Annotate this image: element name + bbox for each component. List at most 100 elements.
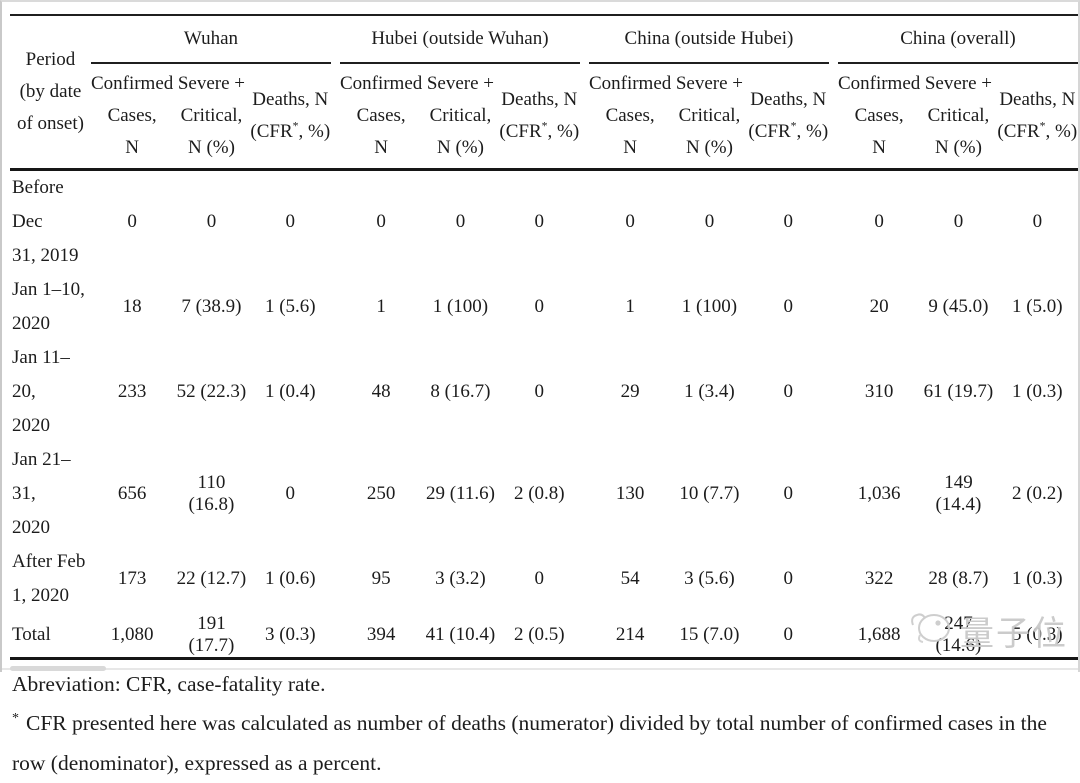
- value-cell: 0: [704, 210, 715, 232]
- header-line: Cases,: [356, 104, 406, 126]
- value-cell: 1 (3.4): [684, 380, 735, 402]
- column-header-confirmed-cases: Confirmed Cases, N: [90, 63, 174, 171]
- column-gap: [331, 169, 340, 273]
- value-cell: 0: [534, 295, 545, 317]
- group-header-row: Period (by date of onset) Wuhan Hubei (out…: [10, 15, 1078, 171]
- column-header-deaths-cfr: Deaths, N (CFR*, %): [747, 63, 829, 171]
- group-header-4: China (overall): [837, 15, 1078, 64]
- period-cell: After Feb 1, 2020: [12, 550, 86, 606]
- group-header-2: Hubei (outside Wuhan): [339, 15, 580, 64]
- header-line: Confirmed: [837, 72, 921, 94]
- value-cell: 1,688: [837, 612, 921, 660]
- value-cell: 1,080: [90, 612, 174, 660]
- value-cell: 20: [869, 295, 889, 317]
- header-line: Deaths, N: [501, 88, 578, 110]
- value-cell: 48: [371, 380, 391, 402]
- value-cell: 1 (0.3): [1011, 567, 1063, 589]
- value-cell: 54: [620, 567, 640, 589]
- header-line: N: [623, 136, 637, 158]
- value-cell: 5 (0.3): [996, 612, 1078, 660]
- column-gap: [331, 273, 340, 341]
- column-gap: [331, 545, 340, 613]
- subcolumn-header-row: Confirmed Cases, N Severe + Critical, N (%) De…: [10, 63, 1078, 171]
- column-gap: [829, 545, 838, 613]
- header-line: Deaths, N: [750, 88, 827, 110]
- footnote-asterisk: *: [12, 710, 19, 726]
- value-cell: 1 (0.3): [1011, 380, 1063, 402]
- value-cell: 0: [953, 210, 964, 232]
- header-line: (CFR*, %): [997, 119, 1078, 142]
- value-cell: 1 (100): [432, 295, 489, 317]
- header-line: N: [125, 136, 139, 158]
- table-footnotes: Abreviation: CFR, case-fatality rate. * C…: [12, 669, 1070, 783]
- value-cell: 2 (0.2): [1011, 482, 1063, 504]
- value-cell: 0: [534, 210, 545, 232]
- value-cell: 149 (14.4): [935, 471, 982, 515]
- table-row: Jan 1–10, 2020 18 7 (38.9) 1 (5.6) 1 1 (100) 0…: [10, 273, 1078, 341]
- column-header-severe-critical: Severe + Critical, N (%): [671, 63, 748, 171]
- column-gap: [829, 169, 838, 273]
- value-cell: 250: [366, 482, 396, 504]
- value-cell: 0: [285, 482, 296, 504]
- header-line: Cases,: [107, 104, 157, 126]
- horizontal-scrollbar-thumb[interactable]: [10, 666, 106, 671]
- value-cell: 0: [206, 210, 217, 232]
- period-cell: Total: [10, 612, 91, 660]
- value-cell: 0: [874, 210, 884, 232]
- column-header-deaths-cfr: Deaths, N (CFR*, %): [498, 63, 580, 171]
- value-cell: 233: [117, 380, 147, 402]
- column-gap: [828, 612, 838, 660]
- value-cell: 0: [1032, 210, 1043, 232]
- horizontal-scrollbar-track[interactable]: [2, 668, 1078, 670]
- column-header-confirmed-cases: Confirmed Cases, N: [339, 63, 423, 171]
- column-header-severe-critical: Severe + Critical, N (%): [920, 63, 997, 171]
- column-header-severe-critical: Severe + Critical, N (%): [173, 63, 250, 171]
- cfr-table: Period (by date of onset) Wuhan Hubei (out…: [10, 14, 1078, 660]
- column-gap: [579, 15, 589, 171]
- header-line: Critical,: [927, 104, 990, 126]
- header-line: Critical,: [678, 104, 741, 126]
- column-gap: [829, 273, 838, 341]
- value-cell: 310: [864, 380, 894, 402]
- value-cell: 1 (5.6): [264, 295, 316, 317]
- value-cell: 0: [625, 210, 635, 232]
- abbreviation-note: Abreviation: CFR, case-fatality rate.: [12, 671, 326, 696]
- value-cell: 3 (3.2): [435, 567, 486, 589]
- header-line: N (%): [685, 136, 733, 158]
- column-gap: [580, 545, 589, 613]
- header-line: N: [872, 136, 886, 158]
- value-cell: 0: [534, 567, 545, 589]
- header-line: (CFR*, %): [499, 119, 580, 142]
- value-cell: 3 (5.6): [684, 567, 735, 589]
- header-line: N (%): [934, 136, 982, 158]
- value-cell: 247 (14.6): [920, 612, 997, 660]
- group-header-1: Wuhan: [90, 15, 331, 64]
- table-row: After Feb 1, 2020 173 22 (12.7) 1 (0.6) 95 3 …: [10, 545, 1078, 613]
- cfr-definition-note: * CFR presented here was calculated as nu…: [12, 703, 1070, 783]
- table-row: Total 1,080 191 (17.7) 3 (0.3) 394 41 (10.4) 2…: [10, 612, 1078, 660]
- column-gap: [580, 443, 589, 545]
- value-cell: 7 (38.9): [181, 295, 242, 317]
- column-header-deaths-cfr: Deaths, N (CFR*, %): [249, 63, 331, 171]
- value-cell: 110 (16.8): [188, 471, 235, 515]
- header-line: (CFR*, %): [748, 119, 829, 142]
- value-cell: 15 (7.0): [671, 612, 748, 660]
- value-cell: 0: [534, 380, 545, 402]
- value-cell: 173: [117, 567, 147, 589]
- value-cell: 95: [371, 567, 391, 589]
- column-header-confirmed-cases: Confirmed Cases, N: [837, 63, 921, 171]
- column-gap: [828, 15, 838, 171]
- header-line: Severe +: [177, 72, 246, 94]
- column-gap: [580, 273, 589, 341]
- value-cell: 9 (45.0): [928, 295, 989, 317]
- column-gap: [580, 341, 589, 443]
- header-line: Confirmed: [90, 72, 174, 94]
- value-cell: 1,036: [857, 482, 901, 504]
- header-line: Critical,: [429, 104, 492, 126]
- value-cell: 52 (22.3): [176, 380, 247, 402]
- column-gap: [829, 443, 838, 545]
- column-header-deaths-cfr: Deaths, N (CFR*, %): [996, 63, 1078, 171]
- value-cell: 394: [339, 612, 423, 660]
- column-gap: [331, 341, 340, 443]
- value-cell: 0: [783, 380, 794, 402]
